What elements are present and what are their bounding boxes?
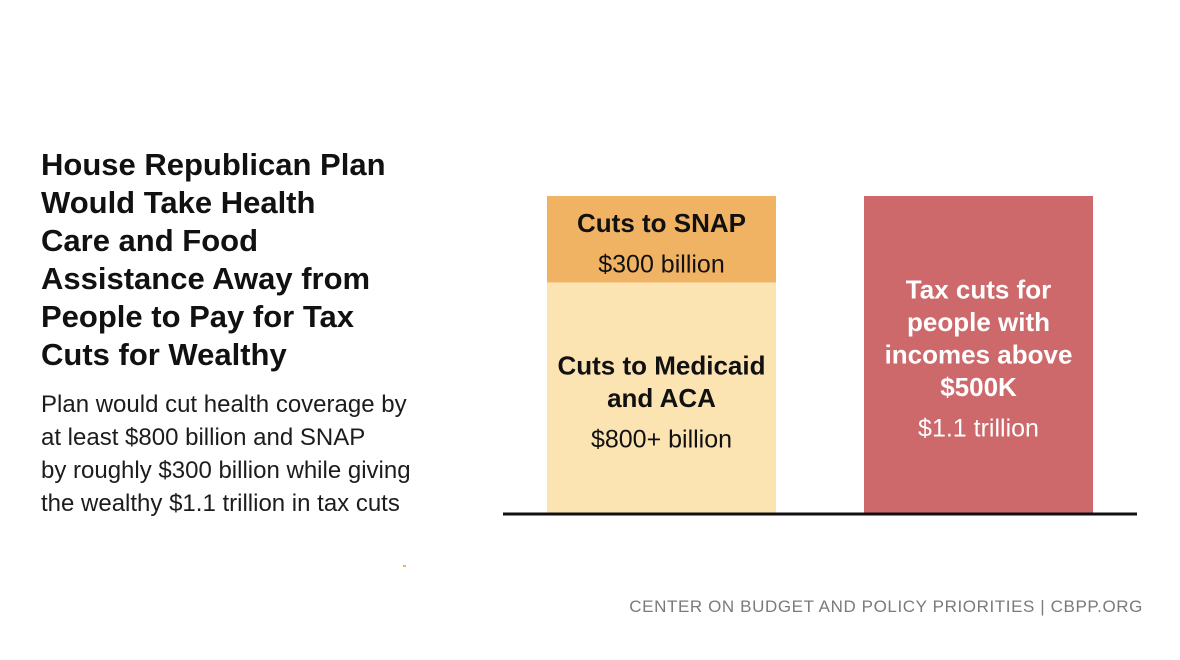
bar-segment xyxy=(547,196,776,283)
segment-label: Tax cuts for xyxy=(906,275,1051,305)
subtitle-line: at least $800 billion and SNAP xyxy=(41,424,366,451)
title-line: Would Take Health xyxy=(41,185,316,220)
data-label: $300 billion xyxy=(598,251,725,279)
title-line: Cuts for Wealthy xyxy=(41,337,287,372)
chart-subtitle: Plan would cut health coverage by at lea… xyxy=(41,388,481,520)
title-line: People to Pay for Tax xyxy=(41,299,354,334)
segment-label: people with xyxy=(907,307,1050,337)
title-line: House Republican Plan xyxy=(41,147,386,182)
segment-label: Cuts to Medicaid xyxy=(557,350,765,380)
segment-label: $500K xyxy=(940,372,1017,402)
decorative-dot xyxy=(403,565,406,567)
chart-title: House Republican Plan Would Take Health … xyxy=(41,146,471,374)
data-label: $800+ billion xyxy=(591,425,732,453)
source-footer: CENTER ON BUDGET AND POLICY PRIORITIES |… xyxy=(629,597,1143,616)
segment-label: and ACA xyxy=(607,383,716,413)
bar-segment xyxy=(864,196,1093,513)
subtitle-line: Plan would cut health coverage by xyxy=(41,391,407,418)
data-label: $1.1 trillion xyxy=(918,415,1039,443)
segment-label: incomes above xyxy=(885,340,1073,370)
subtitle-line: the wealthy $1.1 trillion in tax cuts xyxy=(41,490,400,517)
title-line: Assistance Away from xyxy=(41,261,371,296)
title-line: Care and Food xyxy=(41,223,259,258)
subtitle-line: by roughly $300 billion while giving xyxy=(41,457,411,484)
segment-label: Cuts to SNAP xyxy=(577,208,746,238)
bar-segment xyxy=(547,282,776,513)
